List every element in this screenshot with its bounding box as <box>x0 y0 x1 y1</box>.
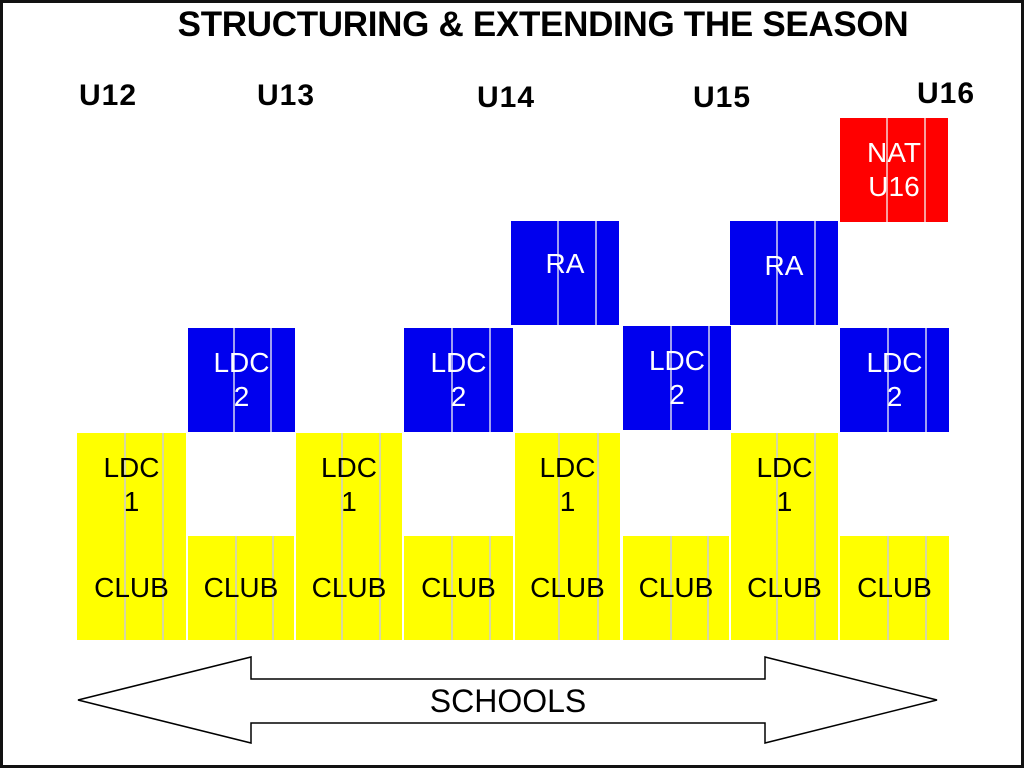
slide-title: STRUCTURING & EXTENDING THE SEASON <box>177 5 909 44</box>
ldc1-block: LDC 1 <box>515 433 620 536</box>
age-label-u14: U14 <box>477 81 536 114</box>
block-label: CLUB <box>421 572 496 604</box>
club-block: CLUB <box>404 536 513 640</box>
block-label: RA <box>764 250 804 281</box>
age-label-u16: U16 <box>917 77 976 110</box>
club-block: CLUB <box>77 536 186 640</box>
club-block: CLUB <box>623 536 729 640</box>
ra-block: RA <box>511 221 619 325</box>
block-label: CLUB <box>311 572 387 604</box>
club-block: CLUB <box>731 536 838 640</box>
ldc2-block: LDC 2 <box>404 328 513 432</box>
club-block: CLUB <box>188 536 294 640</box>
double-arrow-icon <box>77 656 938 744</box>
block-label: NAT U16 <box>867 137 921 202</box>
block-label: CLUB <box>530 572 605 604</box>
club-block: CLUB <box>296 536 402 640</box>
block-label: CLUB <box>94 572 169 604</box>
ldc2-block: LDC 2 <box>188 328 295 432</box>
ldc1-block: LDC 1 <box>296 433 402 536</box>
block-label: LDC 2 <box>213 347 270 412</box>
block-label: CLUB <box>638 572 714 604</box>
block-label: RA <box>545 248 585 279</box>
age-label-u15: U15 <box>693 81 752 114</box>
age-label-u13: U13 <box>257 79 316 112</box>
block-label: CLUB <box>857 572 932 604</box>
schools-label: SCHOOLS <box>429 683 587 719</box>
nat-u16-block: NAT U16 <box>840 118 948 222</box>
block-label: CLUB <box>203 572 279 604</box>
block-label: LDC 2 <box>866 347 923 412</box>
block-label: LDC 2 <box>648 345 705 410</box>
ldc1-block: LDC 1 <box>77 433 186 536</box>
ldc2-block: LDC 2 <box>840 328 949 432</box>
block-label: LDC 2 <box>430 347 487 412</box>
block-label: LDC 1 <box>320 451 377 517</box>
block-label: LDC 1 <box>539 451 596 517</box>
club-block: CLUB <box>840 536 949 640</box>
block-label: CLUB <box>747 572 822 604</box>
block-label: LDC 1 <box>756 451 813 517</box>
club-block: CLUB <box>515 536 620 640</box>
block-label: LDC 1 <box>103 451 160 517</box>
ldc1-block: LDC 1 <box>731 433 838 536</box>
ra-block: RA <box>730 221 838 325</box>
ldc2-block: LDC 2 <box>623 326 731 430</box>
age-label-u12: U12 <box>79 79 138 112</box>
